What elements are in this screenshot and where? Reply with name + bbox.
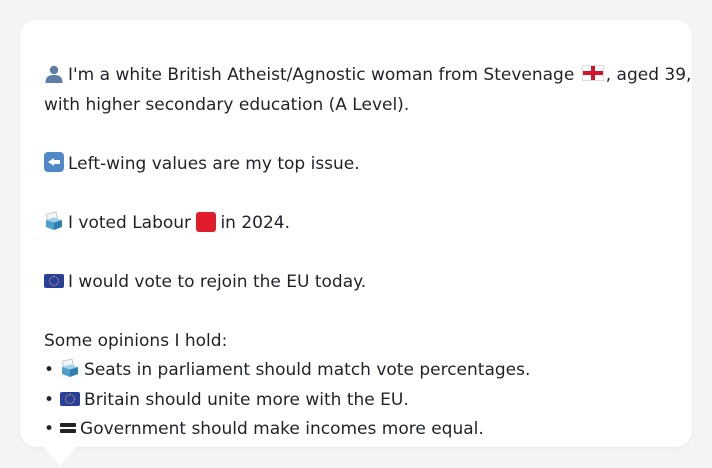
eu-line: I would vote to rejoin the EU today. [44, 268, 668, 298]
opinion-text: Government should make incomes more equa… [80, 419, 484, 439]
list-item: • Government should make incomes more equ… [44, 415, 668, 445]
vote-text: I voted Labour [68, 212, 192, 233]
opinions-heading: Some opinions I hold: [44, 330, 228, 351]
intro-line-2: with higher secondary education (A Level… [44, 94, 410, 115]
top-issue-text: Left-wing values are my top issue. [68, 153, 360, 174]
bullet: • [44, 360, 55, 380]
equals-icon [60, 421, 77, 435]
ballot-box-icon [61, 358, 79, 377]
intro-age: , aged 39, [605, 65, 692, 85]
eu-flag-icon [44, 273, 64, 288]
list-item: • Britain should unite more with the EU. [44, 386, 668, 416]
bullet: • [44, 419, 55, 439]
intro-line-1: I'm a white British Atheist/Agnostic wom… [44, 61, 691, 91]
eu-text: I would vote to rejoin the EU today. [68, 271, 367, 292]
bullet: • [44, 389, 55, 410]
top-issue-line: Left-wing values are my top issue. [44, 150, 668, 180]
vote-year: in 2024. [220, 212, 291, 233]
opinion-text: Seats in parliament should match vote pe… [84, 360, 531, 380]
vote-line: I voted Labour in 2024. [44, 209, 668, 239]
eu-flag-icon [60, 391, 81, 406]
speech-bubble-tail [43, 446, 77, 466]
profile-card: I'm a white British Atheist/Agnostic wom… [20, 20, 692, 447]
england-flag-icon [581, 65, 604, 81]
ballot-box-icon [45, 211, 62, 230]
list-item: • Seats in parliament should match vote … [44, 356, 668, 386]
opinion-text: Britain should unite more with the EU. [84, 389, 409, 410]
left-arrow-icon [44, 151, 64, 172]
red-square-icon [196, 211, 217, 232]
person-silhouette-icon [45, 65, 63, 83]
intro-text: I'm a white British Atheist/Agnostic wom… [68, 65, 575, 85]
